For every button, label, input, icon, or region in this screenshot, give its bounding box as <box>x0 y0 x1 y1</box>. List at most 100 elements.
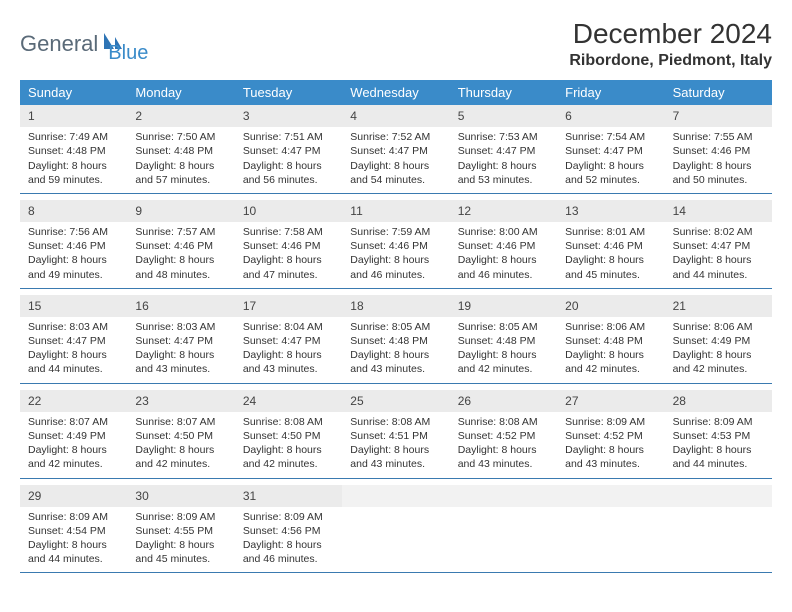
sunrise-label: Sunrise: 7:50 AM <box>135 130 226 144</box>
dl2-label: and 57 minutes. <box>135 173 226 187</box>
dl2-label: and 52 minutes. <box>565 173 656 187</box>
sunrise-label: Sunrise: 7:49 AM <box>28 130 119 144</box>
sunrise-label: Sunrise: 8:08 AM <box>458 415 549 429</box>
dl1-label: Daylight: 8 hours <box>28 443 119 457</box>
sunrise-label: Sunrise: 7:56 AM <box>28 225 119 239</box>
sunrise-label: Sunrise: 8:09 AM <box>28 510 119 524</box>
day-number: 6 <box>557 105 664 127</box>
dl1-label: Daylight: 8 hours <box>28 538 119 552</box>
day-cell: 27Sunrise: 8:09 AMSunset: 4:52 PMDayligh… <box>557 390 664 478</box>
day-number: 17 <box>235 295 342 317</box>
sunrise-label: Sunrise: 8:01 AM <box>565 225 656 239</box>
sunset-label: Sunset: 4:47 PM <box>243 334 334 348</box>
dl2-label: and 56 minutes. <box>243 173 334 187</box>
sunset-label: Sunset: 4:47 PM <box>135 334 226 348</box>
day-cell: 6Sunrise: 7:54 AMSunset: 4:47 PMDaylight… <box>557 105 664 193</box>
sunrise-label: Sunrise: 8:09 AM <box>565 415 656 429</box>
week-row: 22Sunrise: 8:07 AMSunset: 4:49 PMDayligh… <box>20 390 772 479</box>
day-number: 25 <box>342 390 449 412</box>
sunrise-label: Sunrise: 7:52 AM <box>350 130 441 144</box>
weekday-friday: Friday <box>557 80 664 105</box>
day-cell: 9Sunrise: 7:57 AMSunset: 4:46 PMDaylight… <box>127 200 234 288</box>
sunset-label: Sunset: 4:48 PM <box>458 334 549 348</box>
sunrise-label: Sunrise: 7:53 AM <box>458 130 549 144</box>
weekday-wednesday: Wednesday <box>342 80 449 105</box>
day-cell: 29Sunrise: 8:09 AMSunset: 4:54 PMDayligh… <box>20 485 127 573</box>
day-number: 10 <box>235 200 342 222</box>
dl1-label: Daylight: 8 hours <box>565 253 656 267</box>
day-body: Sunrise: 7:52 AMSunset: 4:47 PMDaylight:… <box>342 127 449 193</box>
dl1-label: Daylight: 8 hours <box>350 253 441 267</box>
day-body: Sunrise: 8:08 AMSunset: 4:51 PMDaylight:… <box>342 412 449 478</box>
day-body: Sunrise: 8:08 AMSunset: 4:52 PMDaylight:… <box>450 412 557 478</box>
dl1-label: Daylight: 8 hours <box>135 253 226 267</box>
day-body: Sunrise: 7:56 AMSunset: 4:46 PMDaylight:… <box>20 222 127 288</box>
dl1-label: Daylight: 8 hours <box>350 159 441 173</box>
week-row: 8Sunrise: 7:56 AMSunset: 4:46 PMDaylight… <box>20 200 772 289</box>
weekday-sunday: Sunday <box>20 80 127 105</box>
dl1-label: Daylight: 8 hours <box>135 348 226 362</box>
day-body: Sunrise: 8:06 AMSunset: 4:48 PMDaylight:… <box>557 317 664 383</box>
sunset-label: Sunset: 4:49 PM <box>673 334 764 348</box>
dl2-label: and 46 minutes. <box>243 552 334 566</box>
day-cell <box>557 485 664 573</box>
sunset-label: Sunset: 4:46 PM <box>458 239 549 253</box>
day-body: Sunrise: 8:03 AMSunset: 4:47 PMDaylight:… <box>20 317 127 383</box>
sunrise-label: Sunrise: 8:08 AM <box>350 415 441 429</box>
day-body: Sunrise: 8:05 AMSunset: 4:48 PMDaylight:… <box>450 317 557 383</box>
day-cell: 1Sunrise: 7:49 AMSunset: 4:48 PMDaylight… <box>20 105 127 193</box>
day-cell: 31Sunrise: 8:09 AMSunset: 4:56 PMDayligh… <box>235 485 342 573</box>
sunset-label: Sunset: 4:51 PM <box>350 429 441 443</box>
dl2-label: and 43 minutes. <box>350 362 441 376</box>
sunset-label: Sunset: 4:52 PM <box>565 429 656 443</box>
day-body <box>665 507 772 569</box>
day-cell: 17Sunrise: 8:04 AMSunset: 4:47 PMDayligh… <box>235 295 342 383</box>
dl2-label: and 44 minutes. <box>673 457 764 471</box>
calendar: Sunday Monday Tuesday Wednesday Thursday… <box>20 80 772 573</box>
dl2-label: and 53 minutes. <box>458 173 549 187</box>
dl2-label: and 47 minutes. <box>243 268 334 282</box>
day-cell: 11Sunrise: 7:59 AMSunset: 4:46 PMDayligh… <box>342 200 449 288</box>
day-cell: 18Sunrise: 8:05 AMSunset: 4:48 PMDayligh… <box>342 295 449 383</box>
weekday-saturday: Saturday <box>665 80 772 105</box>
day-number: 31 <box>235 485 342 507</box>
sunset-label: Sunset: 4:46 PM <box>28 239 119 253</box>
day-cell: 24Sunrise: 8:08 AMSunset: 4:50 PMDayligh… <box>235 390 342 478</box>
dl1-label: Daylight: 8 hours <box>28 253 119 267</box>
header: General Blue December 2024 Ribordone, Pi… <box>20 18 772 70</box>
dl1-label: Daylight: 8 hours <box>673 253 764 267</box>
dl2-label: and 45 minutes. <box>135 552 226 566</box>
dl1-label: Daylight: 8 hours <box>350 348 441 362</box>
dl1-label: Daylight: 8 hours <box>243 443 334 457</box>
day-number: 20 <box>557 295 664 317</box>
sunrise-label: Sunrise: 8:08 AM <box>243 415 334 429</box>
dl1-label: Daylight: 8 hours <box>673 348 764 362</box>
sunset-label: Sunset: 4:50 PM <box>135 429 226 443</box>
logo-text-general: General <box>20 31 98 57</box>
day-cell: 19Sunrise: 8:05 AMSunset: 4:48 PMDayligh… <box>450 295 557 383</box>
day-body: Sunrise: 8:03 AMSunset: 4:47 PMDaylight:… <box>127 317 234 383</box>
dl1-label: Daylight: 8 hours <box>135 443 226 457</box>
sunrise-label: Sunrise: 8:09 AM <box>673 415 764 429</box>
title-block: December 2024 Ribordone, Piedmont, Italy <box>569 18 772 70</box>
day-number: 26 <box>450 390 557 412</box>
sunset-label: Sunset: 4:48 PM <box>28 144 119 158</box>
day-body <box>450 507 557 569</box>
weekday-tuesday: Tuesday <box>235 80 342 105</box>
day-number: 29 <box>20 485 127 507</box>
sunset-label: Sunset: 4:49 PM <box>28 429 119 443</box>
sunset-label: Sunset: 4:46 PM <box>565 239 656 253</box>
weekday-thursday: Thursday <box>450 80 557 105</box>
day-number: 9 <box>127 200 234 222</box>
sunset-label: Sunset: 4:48 PM <box>350 334 441 348</box>
sunset-label: Sunset: 4:55 PM <box>135 524 226 538</box>
sunrise-label: Sunrise: 8:00 AM <box>458 225 549 239</box>
day-body: Sunrise: 8:01 AMSunset: 4:46 PMDaylight:… <box>557 222 664 288</box>
dl2-label: and 43 minutes. <box>458 457 549 471</box>
day-number: 22 <box>20 390 127 412</box>
dl1-label: Daylight: 8 hours <box>28 348 119 362</box>
sunrise-label: Sunrise: 8:05 AM <box>458 320 549 334</box>
day-number: 2 <box>127 105 234 127</box>
day-number: 18 <box>342 295 449 317</box>
sunrise-label: Sunrise: 8:03 AM <box>135 320 226 334</box>
